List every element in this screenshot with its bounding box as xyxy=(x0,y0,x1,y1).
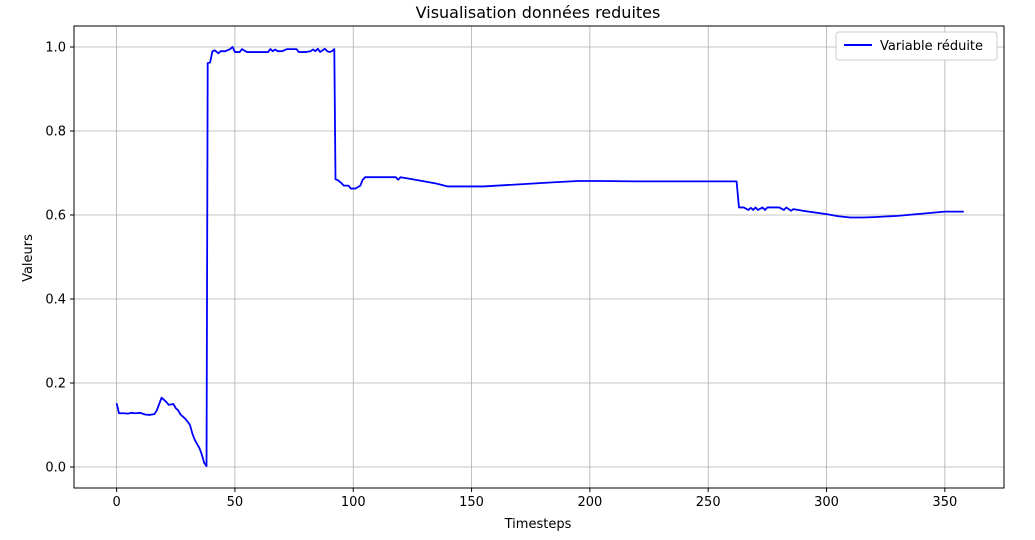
legend-entry-variable-reduite: Variable réduite xyxy=(880,39,983,54)
x-tick-label: 50 xyxy=(227,495,244,510)
ticks: 0 50 100 150 200 250 300 350 0.0 0.2 0.4 0.6 0.8 1.0 xyxy=(45,41,957,511)
chart-title: Visualisation données reduites xyxy=(416,3,661,22)
x-tick-label: 350 xyxy=(932,495,957,510)
legend: Variable réduite xyxy=(835,31,998,61)
y-tick-label: 0.6 xyxy=(45,209,66,224)
x-tick-label: 150 xyxy=(459,495,484,510)
legend-box xyxy=(835,31,998,61)
series-layer xyxy=(115,46,964,468)
y-tick-label: 0.2 xyxy=(45,377,66,392)
series-line-variable-reduite xyxy=(115,46,964,468)
x-tick-label: 300 xyxy=(814,495,839,510)
y-tick-label: 0.0 xyxy=(45,461,66,476)
y-axis-label: Valeurs xyxy=(21,234,36,282)
y-tick-label: 0.4 xyxy=(45,293,66,308)
x-tick-label: 100 xyxy=(341,495,366,510)
x-axis-label: Timesteps xyxy=(504,517,572,532)
plot-frame xyxy=(73,25,1005,489)
x-tick-label: 200 xyxy=(577,495,602,510)
x-tick-label: 0 xyxy=(112,495,120,510)
y-tick-label: 1.0 xyxy=(45,41,66,56)
x-tick-label: 250 xyxy=(696,495,721,510)
y-tick-label: 0.8 xyxy=(45,125,66,140)
